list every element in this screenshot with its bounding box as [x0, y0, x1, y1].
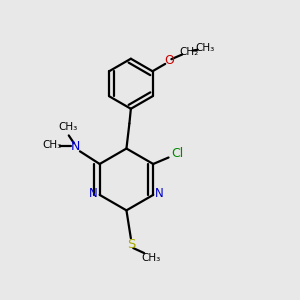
- Text: CH₂: CH₂: [179, 46, 199, 56]
- Text: CH₃: CH₃: [42, 140, 62, 150]
- Text: N: N: [89, 187, 98, 200]
- Text: CH₃: CH₃: [58, 122, 77, 132]
- Text: S: S: [128, 238, 136, 251]
- Text: O: O: [164, 54, 174, 67]
- Text: N: N: [155, 187, 164, 200]
- Text: CH₃: CH₃: [142, 254, 161, 263]
- Text: N: N: [71, 140, 80, 153]
- Text: CH₃: CH₃: [196, 43, 215, 53]
- Text: Cl: Cl: [171, 147, 184, 160]
